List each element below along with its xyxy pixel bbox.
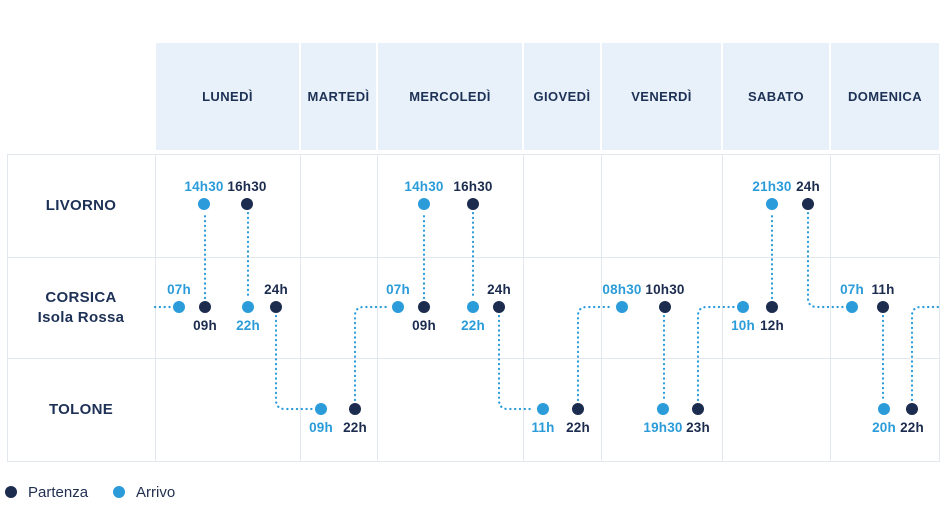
time-label-partenza: 16h30 <box>453 179 493 194</box>
port-name: TOLONE <box>48 401 114 418</box>
arrivo-dot-icon <box>737 301 749 313</box>
time-label-arrivo: 11h <box>531 420 555 435</box>
arrivo-dot-icon <box>846 301 858 313</box>
day-header-venerdì: VENERDÌ <box>602 43 721 150</box>
time-label-partenza: 23h <box>686 420 710 435</box>
time-label-partenza: 22h <box>900 420 924 435</box>
grid-column-line <box>830 154 831 462</box>
time-label-arrivo: 08h30 <box>602 282 642 297</box>
port-name: CORSICA <box>45 288 117 306</box>
arrivo-dot-icon <box>242 301 254 313</box>
grid-column-line <box>377 154 378 462</box>
partenza-dot-icon <box>467 198 479 210</box>
port-subname: Isola Rossa <box>37 308 125 326</box>
day-header-sabato: SABATO <box>723 43 829 150</box>
port-label-livorno: LIVORNO <box>7 154 155 257</box>
partenza-dot-icon <box>692 403 704 415</box>
time-label-arrivo: 19h30 <box>643 420 683 435</box>
time-label-arrivo: 14h30 <box>404 179 444 194</box>
day-label: SABATO <box>747 89 805 104</box>
time-label-partenza: 09h <box>412 318 436 333</box>
port-label-tolone: TOLONE <box>7 358 155 462</box>
time-label-partenza: 22h <box>566 420 590 435</box>
arrivo-dot-icon <box>198 198 210 210</box>
legend: Partenza Arrivo <box>5 483 175 501</box>
partenza-dot-icon <box>766 301 778 313</box>
grid-column-line <box>300 154 301 462</box>
day-header-mercoledì: MERCOLEDÌ <box>378 43 522 150</box>
time-label-arrivo: 07h <box>167 282 191 297</box>
partenza-dot-icon <box>906 403 918 415</box>
grid-column-line <box>155 154 156 462</box>
time-label-partenza: 10h30 <box>645 282 685 297</box>
partenza-dot-icon <box>572 403 584 415</box>
day-label: MARTEDÌ <box>307 89 370 104</box>
time-label-partenza: 11h <box>871 282 895 297</box>
day-header-martedì: MARTEDÌ <box>301 43 376 150</box>
time-label-arrivo: 07h <box>840 282 864 297</box>
time-label-partenza: 09h <box>193 318 217 333</box>
time-label-partenza: 24h <box>264 282 288 297</box>
time-label-arrivo: 22h <box>461 318 485 333</box>
arrivo-dot-icon <box>878 403 890 415</box>
time-label-partenza: 16h30 <box>227 179 267 194</box>
arrivo-dot-icon <box>766 198 778 210</box>
arrivo-dot-icon <box>537 403 549 415</box>
time-label-partenza: 24h <box>796 179 820 194</box>
time-label-partenza: 24h <box>487 282 511 297</box>
grid-column-line <box>523 154 524 462</box>
time-label-arrivo: 20h <box>872 420 896 435</box>
time-label-arrivo: 22h <box>236 318 260 333</box>
day-header-domenica: DOMENICA <box>831 43 939 150</box>
partenza-dot-icon <box>241 198 253 210</box>
partenza-dot-icon <box>802 198 814 210</box>
partenza-dot-icon <box>199 301 211 313</box>
partenza-dot-icon <box>349 403 361 415</box>
partenza-dot-icon <box>270 301 282 313</box>
time-label-arrivo: 07h <box>386 282 410 297</box>
time-label-partenza: 22h <box>343 420 367 435</box>
partenza-dot-icon <box>659 301 671 313</box>
time-label-partenza: 12h <box>760 318 784 333</box>
arrivo-dot-icon <box>657 403 669 415</box>
day-header-giovedì: GIOVEDÌ <box>524 43 600 150</box>
arrivo-dot-icon <box>418 198 430 210</box>
day-label: GIOVEDÌ <box>533 89 591 104</box>
day-label: DOMENICA <box>848 89 922 104</box>
grid-column-line <box>722 154 723 462</box>
arrivo-dot-icon <box>113 486 126 498</box>
partenza-dot-icon <box>5 486 17 498</box>
arrivo-dot-icon <box>616 301 628 313</box>
day-label: VENERDÌ <box>631 89 692 104</box>
arrivo-dot-icon <box>173 301 185 313</box>
legend-arrivo-label: Arrivo <box>136 483 176 501</box>
time-label-arrivo: 21h30 <box>752 179 792 194</box>
port-name: LIVORNO <box>45 196 117 214</box>
arrivo-dot-icon <box>467 301 479 313</box>
partenza-dot-icon <box>418 301 430 313</box>
legend-partenza-label: Partenza <box>28 483 89 501</box>
time-label-arrivo: 14h30 <box>184 179 224 194</box>
day-label: LUNEDÌ <box>202 89 253 104</box>
grid-row-line <box>7 358 940 359</box>
arrivo-dot-icon <box>315 403 327 415</box>
port-label-corsica: CORSICA Isola Rossa <box>7 257 155 358</box>
grid-column-line <box>601 154 602 462</box>
time-label-arrivo: 10h <box>731 318 755 333</box>
arrivo-dot-icon <box>392 301 404 313</box>
time-label-arrivo: 09h <box>309 420 333 435</box>
partenza-dot-icon <box>493 301 505 313</box>
partenza-dot-icon <box>877 301 889 313</box>
day-header-lunedì: LUNEDÌ <box>156 43 299 150</box>
day-label: MERCOLEDÌ <box>409 89 491 104</box>
